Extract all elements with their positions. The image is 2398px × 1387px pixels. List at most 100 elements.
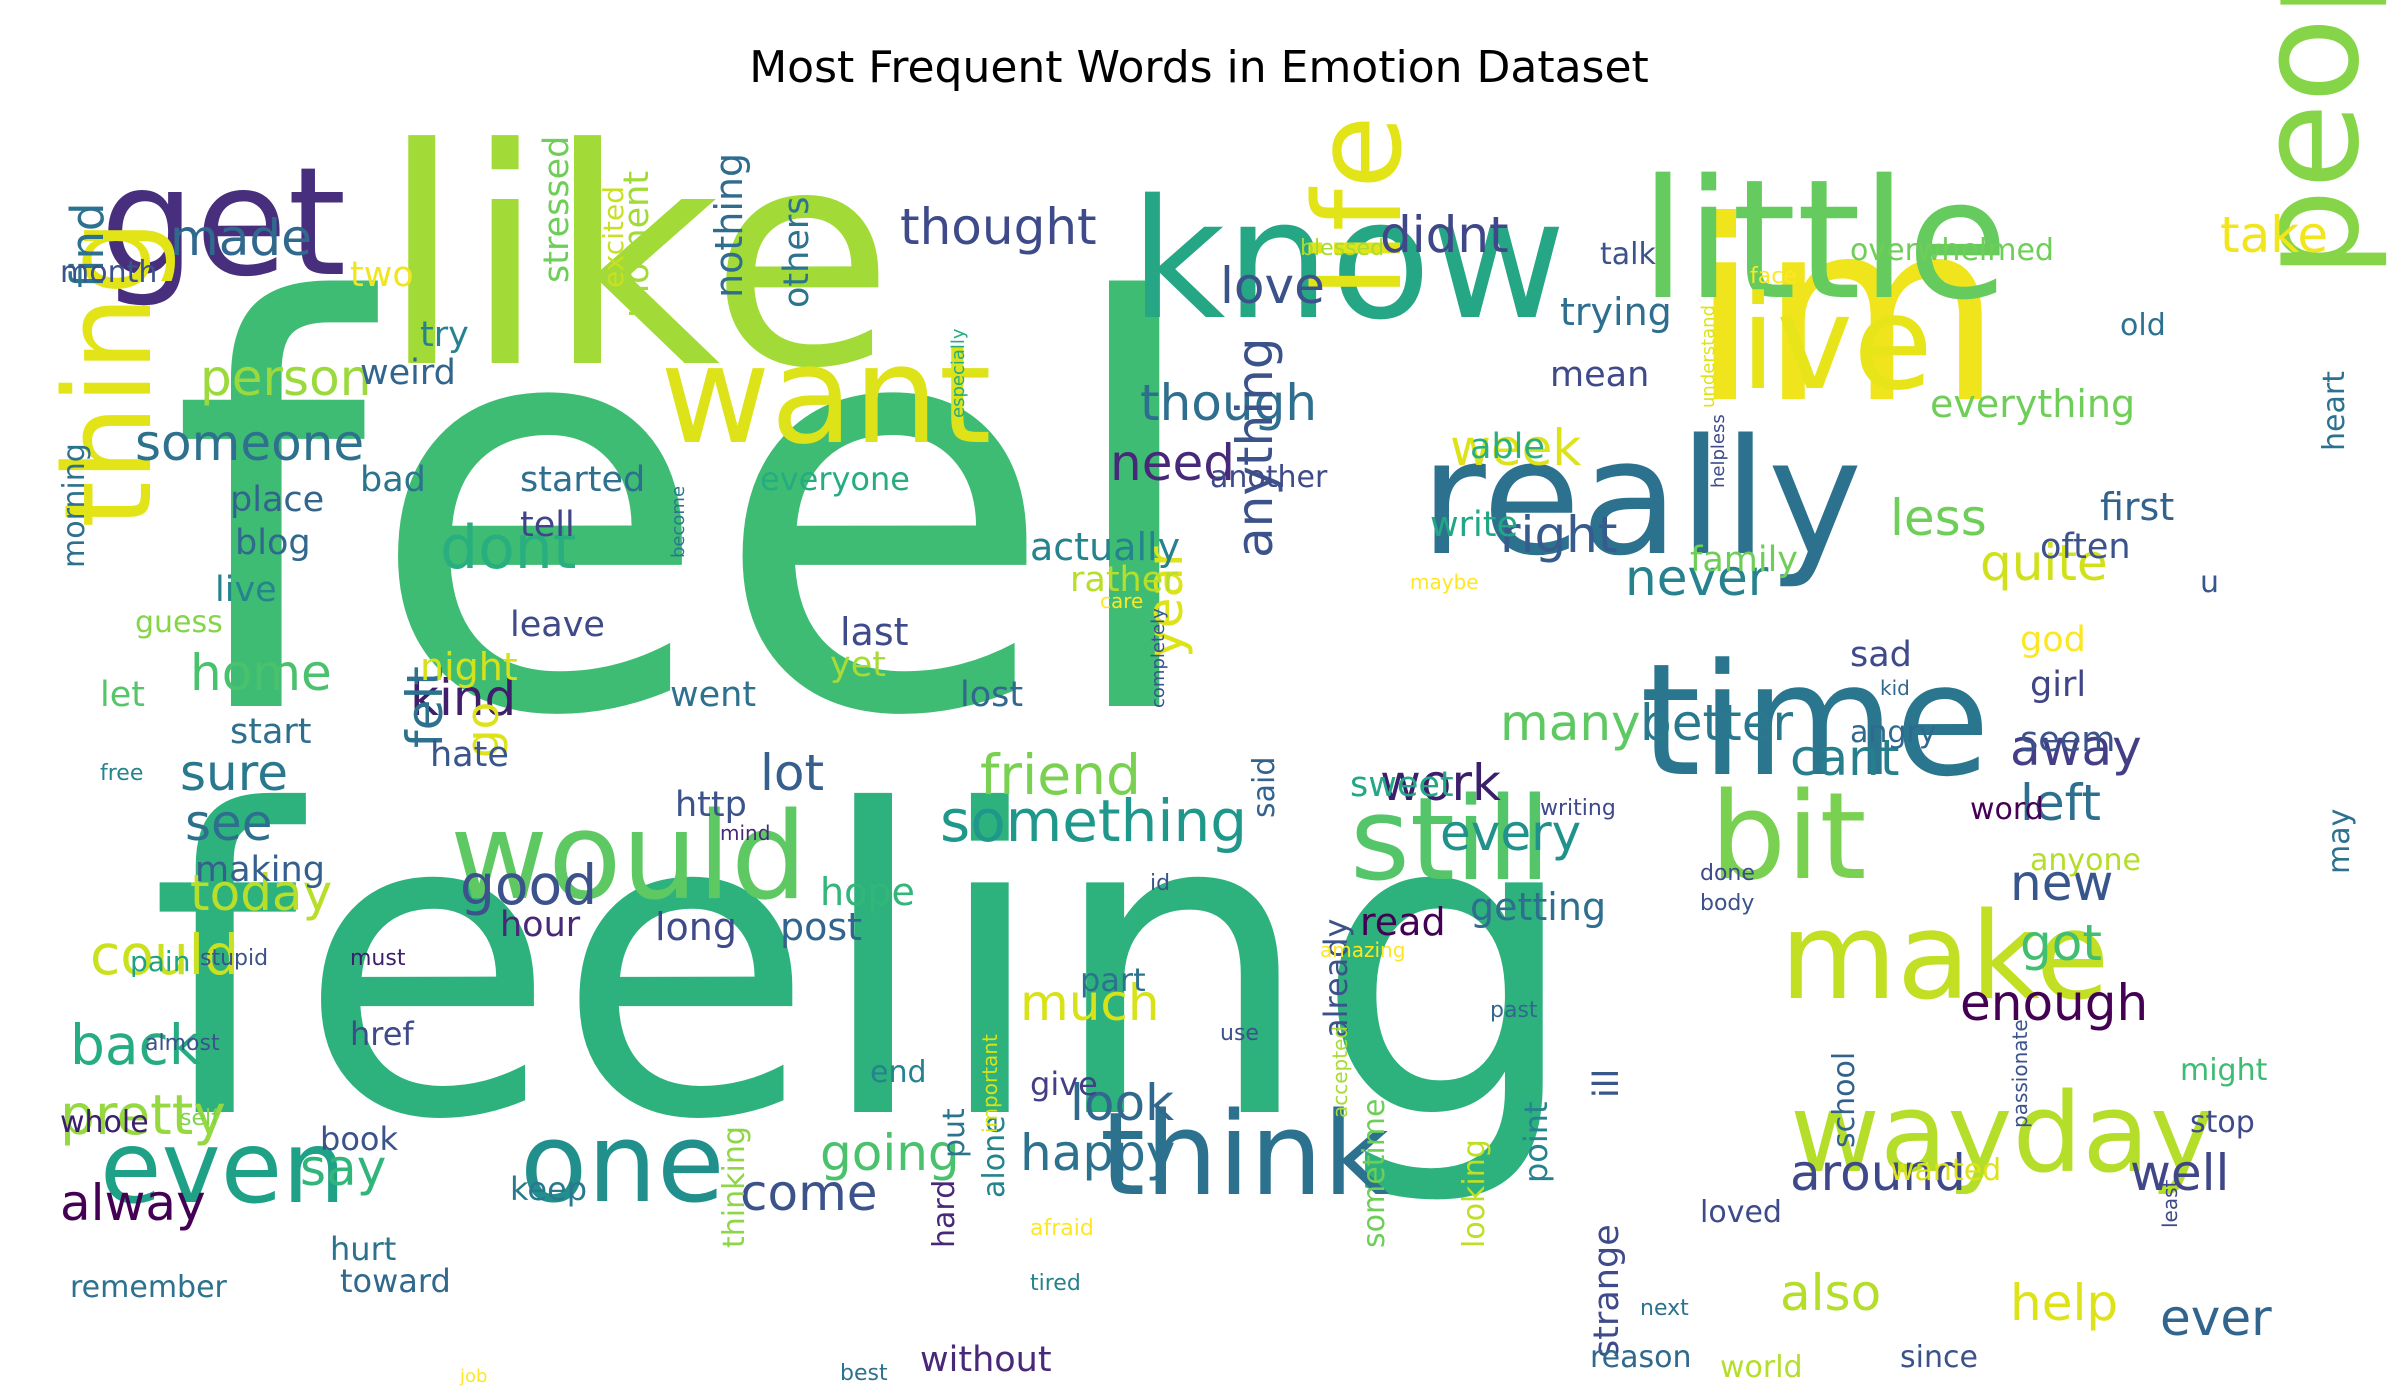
word-got: got bbox=[2020, 914, 2102, 972]
word-going: going bbox=[820, 1124, 960, 1182]
word-done: done bbox=[1700, 861, 1755, 886]
word-take: take bbox=[2220, 206, 2329, 264]
word-started: started bbox=[520, 460, 646, 500]
word-important: important bbox=[978, 1034, 1002, 1133]
word-least: least bbox=[2158, 1179, 2182, 1228]
word-ill: ill bbox=[1587, 1068, 1627, 1098]
word-someone: someone bbox=[135, 414, 365, 472]
word-without: without bbox=[920, 1340, 1052, 1380]
word-almost: almost bbox=[145, 1031, 220, 1056]
word-seem: seem bbox=[2020, 720, 2116, 760]
word-hurt: hurt bbox=[330, 1230, 397, 1268]
word-heart: heart bbox=[2317, 371, 2352, 451]
word-two: two bbox=[350, 255, 414, 295]
word-every: every bbox=[1440, 804, 1582, 862]
word-need: need bbox=[1110, 434, 1235, 492]
word-long: long bbox=[655, 905, 738, 949]
word-night: night bbox=[420, 645, 518, 689]
word-sad: sad bbox=[1850, 635, 1912, 675]
word-getting: getting bbox=[1470, 885, 1607, 929]
word-first: first bbox=[2100, 485, 2175, 529]
word-already: already bbox=[1317, 918, 1355, 1039]
word-since: since bbox=[1900, 1340, 1978, 1375]
word-guess: guess bbox=[135, 605, 223, 640]
word-something: something bbox=[940, 787, 1248, 855]
word-yet: yet bbox=[830, 645, 886, 685]
word-remember: remember bbox=[70, 1270, 227, 1305]
word-actually: actually bbox=[1030, 525, 1181, 569]
word-everyone: everyone bbox=[760, 460, 910, 498]
word-said: said bbox=[1247, 756, 1282, 818]
word-able: able bbox=[1470, 427, 1545, 467]
word-right: right bbox=[1500, 506, 1618, 564]
word-blog: blog bbox=[235, 523, 311, 563]
word-weird: weird bbox=[360, 353, 456, 393]
word-help: help bbox=[2010, 1274, 2119, 1332]
word-home: home bbox=[190, 644, 332, 702]
word-could: could bbox=[90, 923, 239, 987]
word-family: family bbox=[1690, 540, 1799, 580]
word-ive: ive bbox=[1740, 267, 1934, 419]
word-around: around bbox=[1790, 1144, 1966, 1202]
word-sure: sure bbox=[180, 744, 288, 802]
word-didnt: didnt bbox=[1380, 206, 1509, 264]
word-person: person bbox=[200, 349, 372, 407]
word-even: even bbox=[100, 1109, 346, 1226]
word-overwhelmed: overwhelmed bbox=[1850, 233, 2054, 268]
word-post: post bbox=[780, 905, 863, 949]
word-toward: toward bbox=[340, 1262, 451, 1300]
word-god: god bbox=[2020, 620, 2086, 660]
word-stressed: stressed bbox=[537, 135, 577, 283]
word-friend: friend bbox=[980, 743, 1141, 807]
word-though: though bbox=[1140, 374, 1318, 432]
word-others: others bbox=[777, 196, 817, 308]
word-another: another bbox=[1210, 460, 1328, 495]
word-good: good bbox=[460, 853, 598, 917]
word-often: often bbox=[2040, 527, 2131, 567]
word-went: went bbox=[670, 675, 757, 715]
word-angry: angry bbox=[1850, 715, 1937, 750]
word-best: best bbox=[840, 1361, 888, 1386]
word-id: id bbox=[1150, 871, 1171, 896]
word-self: self bbox=[180, 1106, 219, 1131]
word-happy: happy bbox=[1020, 1124, 1176, 1182]
word-lost: lost bbox=[960, 675, 1024, 715]
word-love: love bbox=[1220, 257, 1325, 315]
word-give: give bbox=[1030, 1065, 1098, 1103]
word-try: try bbox=[420, 315, 469, 355]
word-get: get bbox=[100, 136, 347, 310]
word-hard: hard bbox=[927, 1179, 962, 1248]
word-sometime: sometime bbox=[1357, 1098, 1392, 1248]
word-nothing: nothing bbox=[707, 152, 751, 298]
word-back: back bbox=[70, 1013, 201, 1077]
word-mind: mind bbox=[720, 821, 771, 845]
word-better: better bbox=[1640, 694, 1794, 752]
word-sweet: sweet bbox=[1350, 765, 1454, 805]
word-next: next bbox=[1640, 1296, 1689, 1321]
word-especially: especially bbox=[948, 328, 969, 418]
word-care: care bbox=[1100, 589, 1144, 613]
word-come: come bbox=[740, 1164, 878, 1222]
word-keep: keep bbox=[510, 1170, 588, 1208]
word-reason: reason bbox=[1590, 1340, 1692, 1375]
word-time: time bbox=[1640, 630, 1991, 811]
word-would: would bbox=[450, 788, 808, 927]
word-new: new bbox=[2010, 854, 2114, 912]
word-free: free bbox=[100, 761, 144, 786]
word-helpless: helpless bbox=[1708, 414, 1729, 488]
word-everything: everything bbox=[1930, 382, 2136, 426]
word-work: work bbox=[1380, 754, 1501, 812]
word-tell: tell bbox=[520, 505, 575, 545]
word-say: say bbox=[300, 1139, 387, 1197]
word-today: today bbox=[190, 864, 333, 922]
word-face: face bbox=[1750, 264, 1797, 289]
word-afraid: afraid bbox=[1030, 1216, 1094, 1241]
word-trying: trying bbox=[1560, 290, 1672, 334]
word-see: see bbox=[185, 794, 273, 852]
word-feel: feel bbox=[170, 187, 1212, 839]
word-job: job bbox=[460, 1366, 488, 1387]
word-may: may bbox=[2322, 808, 2357, 874]
word-passionate: passionate bbox=[2008, 1019, 2032, 1128]
word-mean: mean bbox=[1550, 355, 1650, 395]
word-pain: pain bbox=[130, 945, 191, 978]
